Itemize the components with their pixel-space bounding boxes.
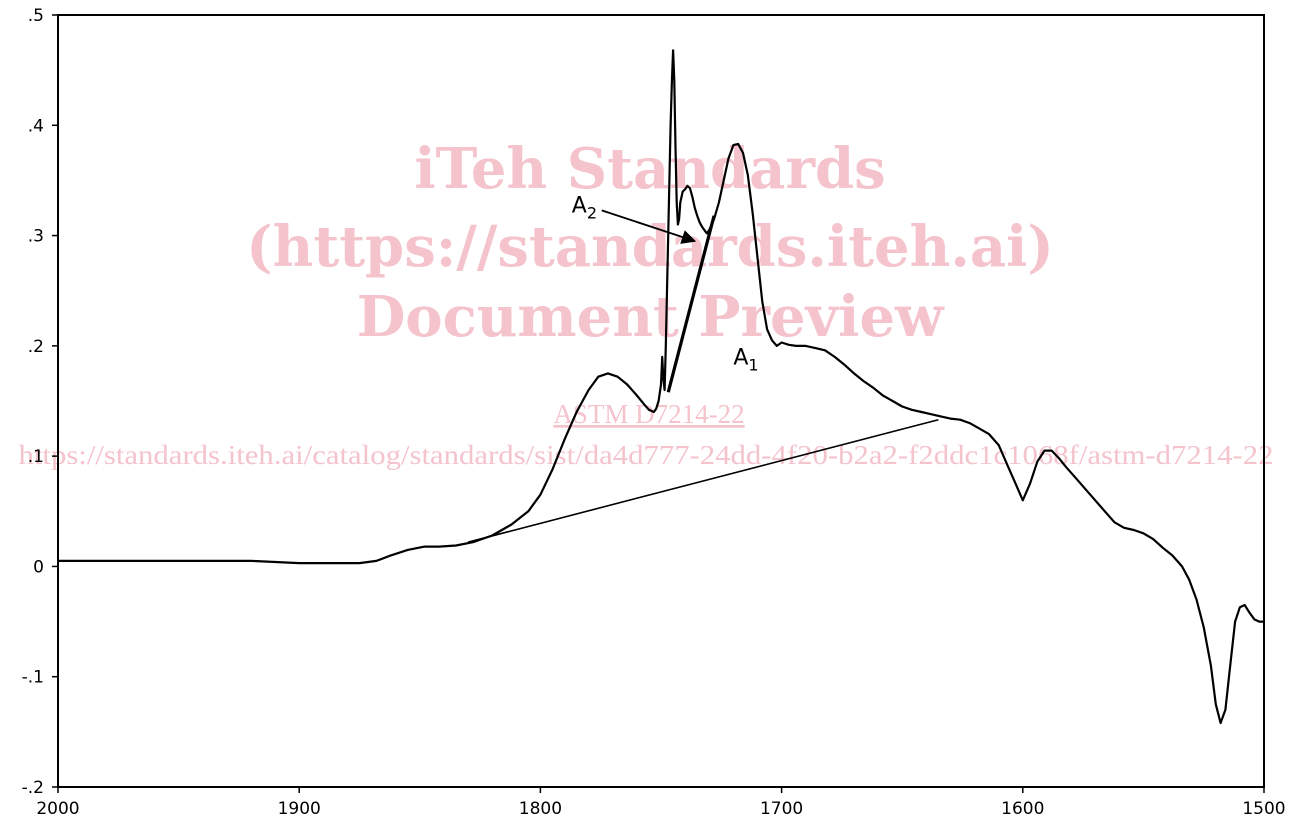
watermark-line-3: Document Preview [357,284,945,350]
watermark-url[interactable]: https://standards.iteh.ai/catalog/standa… [19,440,1274,470]
y-tick-label: -.2 [22,778,44,798]
y-tick-label: 0 [33,557,44,577]
watermark-line-1: iTeh Standards [414,136,885,202]
spectrum-line [58,49,1264,725]
y-tick-label: .3 [28,227,44,247]
y-tick-label: .4 [28,116,44,136]
watermark-link[interactable]: ASTM D7214-22 [553,399,744,429]
y-axis: .5 .4 .3 .2 .1 0 -.1 -.2 [22,6,58,798]
baseline-line [666,215,716,393]
x-tick-label: 1700 [760,799,803,819]
plot-frame [57,14,1265,788]
x-tick-label: 1900 [278,799,321,819]
y-tick-label: .5 [28,6,44,26]
x-axis: 2000 1900 1800 1700 1600 1500 [36,787,1286,819]
x-tick-label: 1600 [1001,799,1044,819]
annotation-arrow [601,209,697,244]
x-tick-label: 1500 [1242,799,1285,819]
baselines [467,215,939,543]
watermark: iTeh Standards (https://standards.iteh.a… [19,136,1274,470]
x-tick-label: 2000 [36,799,79,819]
y-tick-label: -.1 [22,668,44,688]
watermark-line-2: (https://standards.iteh.ai) [246,214,1054,280]
y-tick-label: .2 [28,337,44,357]
baseline-line [467,418,939,543]
series-group [58,49,1264,725]
x-tick-label: 1800 [519,799,562,819]
y-tick-label: .1 [28,447,44,467]
